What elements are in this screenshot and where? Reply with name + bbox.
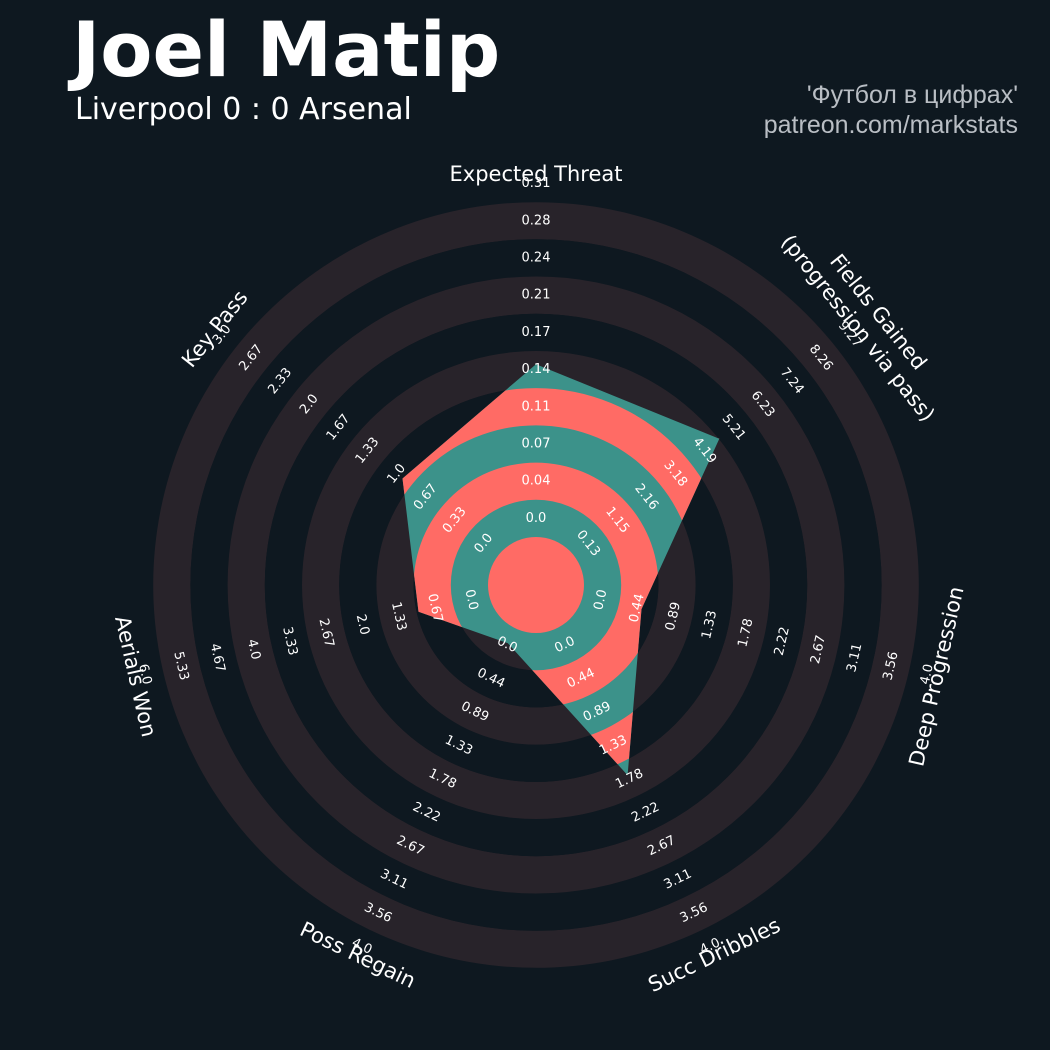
tick-label: 5.33 — [170, 650, 191, 682]
tick-label: 0.31 — [522, 176, 551, 191]
credit-source: 'Футбол в цифрах' — [806, 81, 1018, 109]
tick-label: 0.0 — [526, 511, 547, 526]
match-subtitle: Liverpool 0 : 0 Arsenal — [75, 92, 412, 127]
tick-label: 0.67 — [424, 592, 445, 624]
tick-label: 0.07 — [522, 437, 551, 452]
tick-label: 0.0 — [591, 588, 610, 612]
tick-label: 1.33 — [388, 601, 409, 633]
tick-label: 4.0 — [918, 663, 937, 687]
tick-label: 2.67 — [315, 617, 336, 649]
tick-label: 0.04 — [522, 474, 551, 489]
tick-label: 4.67 — [207, 642, 228, 674]
tick-label: 2.0 — [353, 613, 372, 637]
tick-label: 0.14 — [522, 362, 551, 377]
tick-label: 6.0 — [135, 663, 154, 687]
tick-label: 2.22 — [772, 625, 793, 657]
tick-label: 3.11 — [844, 642, 865, 674]
tick-label: 3.33 — [279, 625, 300, 657]
page-title: Joel Matip — [72, 5, 501, 94]
tick-label: 1.78 — [735, 617, 756, 649]
tick-label: 3.56 — [881, 650, 902, 682]
credits: 'Футбол в цифрах' patreon.com/markstats — [764, 80, 1018, 140]
credit-link: patreon.com/markstats — [763, 111, 1018, 139]
tick-label: 0.21 — [522, 288, 551, 303]
radar-center — [488, 537, 584, 633]
tick-label: 1.33 — [699, 609, 720, 641]
tick-label: 0.17 — [522, 325, 551, 340]
tick-label: 0.89 — [663, 601, 684, 633]
tick-label: 0.44 — [627, 592, 648, 624]
tick-label: 0.11 — [522, 399, 551, 414]
tick-label: 0.28 — [522, 213, 551, 228]
tick-label: 0.0 — [461, 588, 480, 612]
param-label: Expected Threat — [450, 162, 623, 186]
tick-label: 0.24 — [522, 251, 551, 266]
tick-label: 2.67 — [808, 634, 829, 666]
tick-label: 4.0 — [244, 638, 263, 662]
